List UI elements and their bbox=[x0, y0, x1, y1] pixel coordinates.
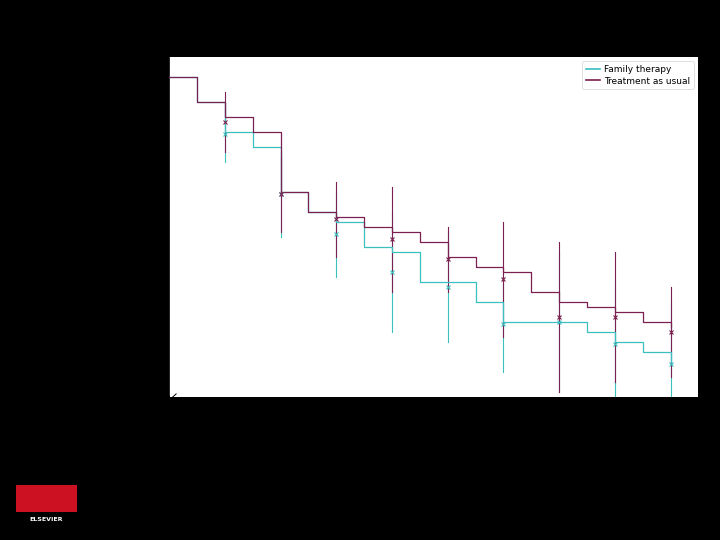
Text: 334: 334 bbox=[441, 441, 455, 450]
Text: 345: 345 bbox=[384, 469, 400, 478]
Text: 366: 366 bbox=[274, 441, 288, 450]
Text: 341: 341 bbox=[357, 441, 372, 450]
Text: 364: 364 bbox=[274, 469, 288, 478]
Text: 325: 325 bbox=[468, 441, 483, 450]
Text: Numbers at risk: Numbers at risk bbox=[108, 412, 189, 421]
Text: 313: 313 bbox=[468, 469, 483, 478]
Text: Copyright © 2018 The Author(s). Published by Elsevier Ltd. This is an Open Acces: Copyright © 2018 The Author(s). Publishe… bbox=[140, 516, 503, 523]
Text: 474: 474 bbox=[246, 469, 260, 478]
Text: 324: 324 bbox=[524, 469, 539, 478]
Text: 415: 415 bbox=[162, 441, 176, 450]
FancyBboxPatch shape bbox=[16, 485, 77, 512]
Text: 292: 292 bbox=[636, 441, 650, 450]
Text: 338: 338 bbox=[413, 469, 427, 478]
Text: 357: 357 bbox=[301, 441, 316, 450]
Text: 297: 297 bbox=[608, 441, 622, 450]
Text: 311: 311 bbox=[608, 469, 622, 478]
Text: 395: 395 bbox=[190, 441, 204, 450]
Text: Treatment as usual: Treatment as usual bbox=[108, 469, 188, 478]
Text: 0: 0 bbox=[156, 407, 162, 416]
Text: 395: 395 bbox=[190, 469, 204, 478]
Text: 354: 354 bbox=[329, 469, 343, 478]
Text: 305: 305 bbox=[580, 441, 594, 450]
Text: 417: 417 bbox=[162, 469, 176, 478]
Text: 318: 318 bbox=[580, 469, 594, 478]
X-axis label: Time to self-harm or censoring (months): Time to self-harm or censoring (months) bbox=[328, 419, 539, 429]
Text: 347: 347 bbox=[329, 441, 343, 450]
Text: 300: 300 bbox=[663, 469, 678, 478]
Text: ELSEVIER: ELSEVIER bbox=[30, 517, 63, 522]
Text: 335: 335 bbox=[441, 469, 455, 478]
Text: 304: 304 bbox=[635, 469, 650, 478]
Text: 388: 388 bbox=[217, 469, 232, 478]
Text: 349: 349 bbox=[357, 469, 372, 478]
Text: 395: 395 bbox=[217, 441, 233, 450]
Legend: Family therapy, Treatment as usual: Family therapy, Treatment as usual bbox=[582, 61, 694, 89]
Y-axis label: Proportion with no self-harm (%): Proportion with no self-harm (%) bbox=[129, 142, 139, 312]
Text: 320: 320 bbox=[552, 469, 567, 478]
Text: 330: 330 bbox=[496, 469, 510, 478]
Text: 337: 337 bbox=[384, 441, 400, 450]
Text: 310: 310 bbox=[552, 441, 567, 450]
Text: 314: 314 bbox=[524, 441, 539, 450]
Text: Family therapy: Family therapy bbox=[108, 441, 171, 450]
Text: 373: 373 bbox=[246, 441, 260, 450]
Text: 283: 283 bbox=[663, 441, 678, 450]
Text: Figure 2: Figure 2 bbox=[332, 19, 388, 33]
Text: BY 4.0 license Terms and Conditions: BY 4.0 license Terms and Conditions bbox=[140, 524, 266, 530]
Text: The Lancet Psychiatry 2018 5, 203-216DOI: (10.1016/S2215-0366(18)30058-0): The Lancet Psychiatry 2018 5, 203-216DOI… bbox=[140, 509, 419, 515]
Text: 360: 360 bbox=[301, 469, 316, 478]
Text: 335: 335 bbox=[413, 441, 427, 450]
Text: 320: 320 bbox=[496, 441, 510, 450]
